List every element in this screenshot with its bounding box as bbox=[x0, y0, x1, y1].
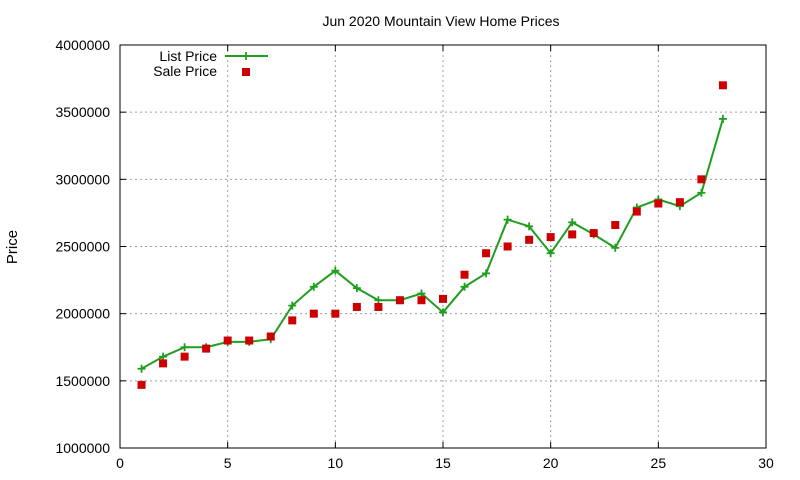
sale-price-point bbox=[611, 221, 620, 230]
sale-price-point bbox=[589, 229, 598, 238]
list-price-point bbox=[697, 188, 706, 197]
legend-label-sale-price: Sale Price bbox=[153, 63, 217, 79]
list-price-point bbox=[180, 343, 189, 352]
x-tick-label: 0 bbox=[116, 455, 124, 471]
axis-ticks: 0 5 10 15 20 25 30 1000000 1500000 2000000 2500000… bbox=[55, 37, 774, 471]
list-price-point bbox=[503, 215, 512, 224]
sale-price-point bbox=[654, 199, 663, 208]
sale-price-point bbox=[266, 332, 275, 341]
list-price-point bbox=[331, 266, 340, 275]
list-price-point bbox=[546, 249, 555, 258]
list-price-line bbox=[141, 118, 724, 370]
sale-price-point bbox=[352, 302, 361, 311]
sale-price-point bbox=[309, 309, 318, 318]
sale-price-point bbox=[374, 302, 383, 311]
x-tick-label: 30 bbox=[758, 455, 774, 471]
y-axis-label: Price bbox=[4, 230, 21, 264]
list-price-point bbox=[718, 114, 727, 123]
list-price-point bbox=[159, 352, 168, 361]
sale-price-point bbox=[503, 242, 512, 251]
list-price-point bbox=[439, 308, 447, 317]
y-tick-label: 3000000 bbox=[55, 171, 110, 187]
y-tick-label: 1000000 bbox=[55, 440, 110, 456]
list-price-point bbox=[374, 296, 383, 305]
list-price-point bbox=[309, 282, 318, 291]
x-tick-label: 15 bbox=[435, 455, 451, 471]
y-tick-label: 3500000 bbox=[55, 104, 110, 120]
sale-price-point bbox=[718, 81, 727, 90]
x-tick-label: 5 bbox=[224, 455, 232, 471]
series-0 bbox=[137, 114, 727, 373]
sale-price-point bbox=[202, 344, 211, 353]
legend-label-list-price: List Price bbox=[159, 48, 217, 64]
x-tick-label: 25 bbox=[651, 455, 667, 471]
sale-price-point bbox=[417, 296, 426, 305]
y-tick-label: 4000000 bbox=[55, 37, 110, 53]
list-price-point bbox=[288, 301, 297, 310]
sale-price-point bbox=[159, 359, 168, 368]
sale-price-point bbox=[525, 235, 534, 244]
sale-price-point bbox=[223, 336, 232, 345]
list-price-point bbox=[137, 364, 146, 373]
legend-marker-list-price bbox=[242, 52, 250, 60]
sale-price-point bbox=[331, 309, 340, 318]
sale-price-point bbox=[546, 233, 555, 242]
sale-price-point bbox=[675, 198, 684, 207]
legend-swatch-sale-price bbox=[242, 68, 250, 76]
list-price-point bbox=[352, 284, 361, 293]
sale-price-point bbox=[395, 296, 404, 305]
x-tick-label: 10 bbox=[328, 455, 344, 471]
sale-price-point bbox=[439, 294, 447, 303]
list-price-point bbox=[482, 269, 491, 278]
list-price-point bbox=[525, 222, 534, 231]
sale-price-point bbox=[137, 380, 146, 389]
sale-price-point bbox=[568, 230, 577, 239]
sale-price-point bbox=[697, 175, 706, 184]
list-price-point bbox=[611, 243, 620, 252]
sale-price-point bbox=[288, 316, 297, 325]
series bbox=[137, 81, 727, 389]
list-price-point bbox=[568, 218, 577, 227]
legend-swatch-list-price bbox=[225, 52, 268, 60]
list-price-point bbox=[417, 289, 426, 298]
sale-price-point bbox=[180, 352, 189, 361]
legend: List Price Sale Price bbox=[153, 48, 268, 79]
grid bbox=[120, 45, 766, 448]
sale-price-point bbox=[245, 336, 254, 345]
y-tick-label: 2500000 bbox=[55, 239, 110, 255]
x-tick-label: 20 bbox=[543, 455, 559, 471]
legend-marker-sale-price bbox=[242, 68, 250, 76]
sale-price-point bbox=[632, 207, 641, 216]
series-1 bbox=[137, 81, 727, 389]
chart-title: Jun 2020 Mountain View Home Prices bbox=[322, 13, 559, 29]
sale-price-point bbox=[460, 270, 469, 279]
sale-price-point bbox=[482, 249, 491, 258]
y-tick-label: 1500000 bbox=[55, 373, 110, 389]
y-tick-label: 2000000 bbox=[55, 306, 110, 322]
list-price-point bbox=[460, 282, 469, 291]
